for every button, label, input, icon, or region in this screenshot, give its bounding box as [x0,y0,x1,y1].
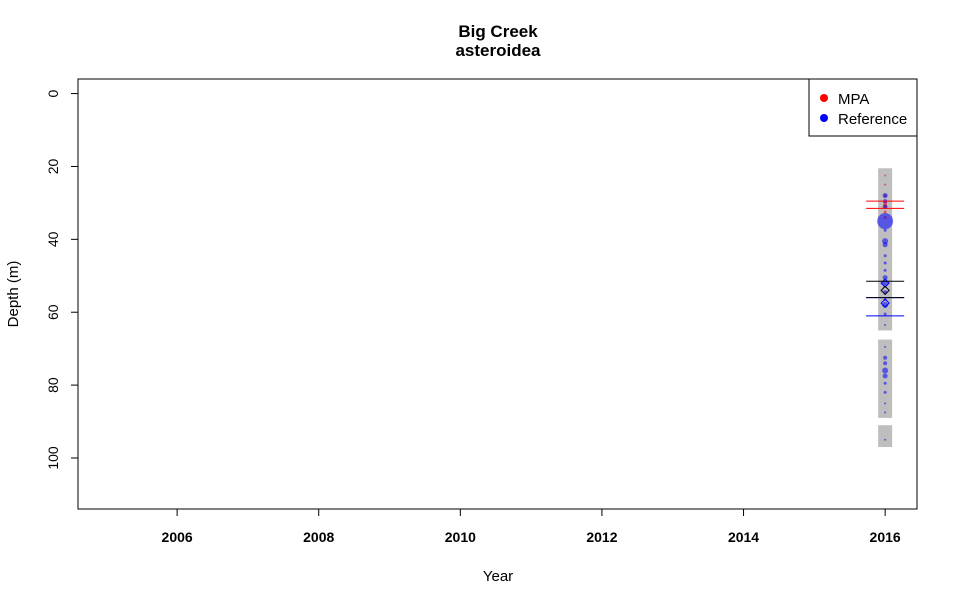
reference-point [884,438,887,441]
x-tick-label: 2016 [870,529,901,545]
reference-point [884,411,887,414]
reference-point [882,238,889,245]
mpa-point [884,183,887,186]
y-tick-label: 40 [45,231,61,247]
reference-point [883,268,887,272]
legend-marker-reference [820,114,828,122]
chart-subtitle: asteroidea [455,41,541,60]
reference-point [883,361,888,366]
reference-point [882,242,888,248]
depth-range-bar [878,339,893,418]
y-axis-label: Depth (m) [5,261,22,328]
x-tick-label: 2010 [445,529,476,545]
reference-point [883,228,887,232]
reference-point [882,193,888,199]
x-axis-label: Year [483,568,513,585]
mean-diamond-marker [880,285,890,296]
reference-point [884,345,887,348]
y-tick-label: 100 [45,446,61,470]
chart-title: Big Creek [458,22,538,41]
reference-point [882,373,888,379]
reference-point [883,312,887,316]
reference-point [883,355,888,360]
data-markers [877,174,894,441]
reference-point [883,381,887,385]
y-tick-label: 0 [45,89,61,97]
reference-point [877,213,894,230]
reference-point [884,402,887,405]
legend-marker-mpa [820,94,828,102]
y-tick-label: 80 [45,377,61,393]
x-tick-label: 2012 [586,529,617,545]
reference-point [883,254,887,258]
x-tick-label: 2006 [162,529,193,545]
x-tick-label: 2008 [303,529,334,545]
reference-point [882,275,888,281]
legend-label-mpa: MPA [838,91,869,108]
legend: MPA Reference [808,78,918,137]
depth-range-bar [878,425,893,448]
mean-lines [866,200,905,317]
y-tick-label: 60 [45,304,61,320]
plot-frame [77,78,918,510]
reference-point [882,301,889,308]
reference-point [884,323,887,326]
mpa-point [884,174,887,177]
y-tick-label: 20 [45,158,61,174]
mpa-point [883,210,887,214]
y-axis: 0 20 40 60 80 100 [45,89,79,470]
reference-diamond-marker [880,298,890,308]
reference-point [882,367,889,374]
reference-point [883,390,887,394]
x-tick-label: 2014 [728,529,759,545]
legend-label-reference: Reference [838,111,907,128]
legend-box [808,78,918,137]
reference-point [883,261,887,265]
x-axis: 2006 2008 2010 2012 2014 2016 [162,508,901,545]
reference-point [883,204,888,209]
